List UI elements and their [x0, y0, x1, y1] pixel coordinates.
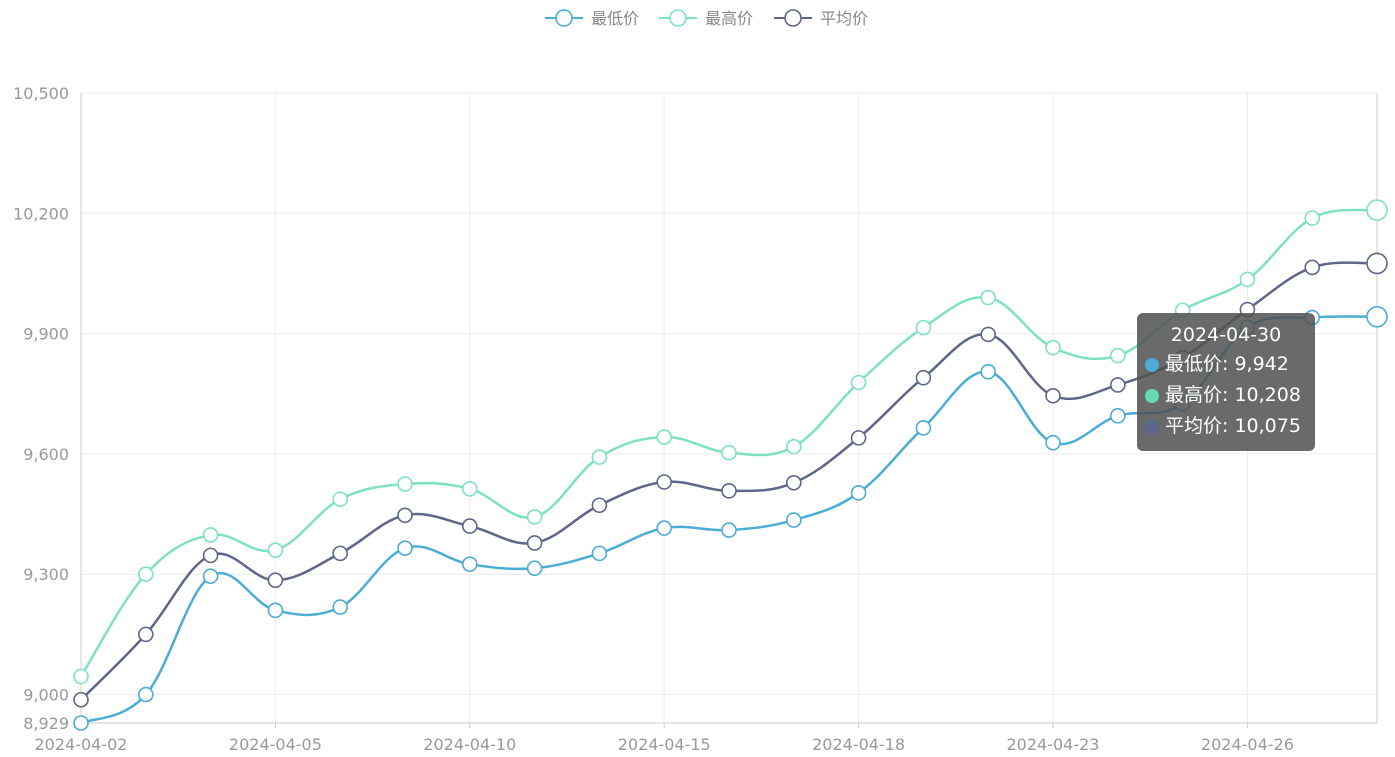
- data-point[interactable]: [332, 545, 349, 562]
- tooltip-row-min: 最低价: 9,942: [1145, 349, 1307, 380]
- legend-item-avg[interactable]: 平均价: [774, 9, 868, 28]
- data-point[interactable]: [397, 476, 413, 492]
- tooltip-title: 2024-04-30: [1170, 324, 1282, 346]
- data-point[interactable]: [1110, 347, 1126, 364]
- data-point[interactable]: [980, 289, 997, 306]
- y-tick-label: 10,500: [13, 84, 69, 103]
- data-point[interactable]: [526, 509, 543, 525]
- data-point[interactable]: [785, 474, 802, 491]
- data-point[interactable]: [1304, 259, 1320, 276]
- x-tick-label: 2024-04-05: [229, 735, 322, 754]
- y-tick-label: 10,200: [13, 204, 69, 223]
- tooltip-label-avg: 平均价: 10,075: [1165, 415, 1301, 437]
- data-point[interactable]: [656, 429, 673, 445]
- data-point[interactable]: [332, 599, 349, 615]
- data-point[interactable]: [1239, 271, 1256, 288]
- data-point[interactable]: [1366, 199, 1388, 221]
- data-point[interactable]: [202, 527, 219, 543]
- data-point[interactable]: [591, 497, 608, 514]
- data-point[interactable]: [526, 535, 543, 551]
- data-point[interactable]: [138, 626, 154, 643]
- data-point[interactable]: [1045, 434, 1061, 451]
- data-point[interactable]: [980, 363, 997, 380]
- tooltip: 2024-04-30 最低价: 9,942 最高价: 10,208 平均价: 1…: [1137, 313, 1315, 451]
- data-point[interactable]: [850, 485, 867, 501]
- data-point[interactable]: [721, 483, 737, 499]
- data-point[interactable]: [980, 326, 997, 343]
- data-point[interactable]: [591, 545, 608, 562]
- data-point[interactable]: [267, 542, 284, 558]
- x-tick-label: 2024-04-23: [1007, 735, 1100, 754]
- data-point[interactable]: [138, 686, 154, 703]
- data-point[interactable]: [1110, 377, 1126, 393]
- legend-label: 平均价: [820, 9, 868, 28]
- data-point[interactable]: [1366, 252, 1388, 275]
- data-point[interactable]: [202, 547, 219, 564]
- data-point[interactable]: [915, 420, 932, 436]
- x-tick-label: 2024-04-02: [35, 735, 128, 754]
- legend-marker: [555, 9, 573, 27]
- grid-lines: [81, 92, 1378, 723]
- data-point[interactable]: [915, 369, 932, 386]
- data-point[interactable]: [138, 566, 154, 583]
- data-point[interactable]: [1304, 210, 1320, 226]
- x-tick-label: 2024-04-15: [618, 735, 711, 754]
- data-point[interactable]: [397, 507, 413, 524]
- data-point[interactable]: [461, 556, 478, 572]
- data-point[interactable]: [850, 374, 867, 391]
- legend-label: 最低价: [591, 9, 639, 28]
- legend-item-max[interactable]: 最高价: [659, 9, 753, 28]
- y-tick-label: 9,300: [23, 565, 69, 584]
- data-point[interactable]: [73, 715, 89, 731]
- data-point[interactable]: [1366, 305, 1388, 328]
- tooltip-label-min: 最低价: 9,942: [1165, 353, 1289, 375]
- tooltip-dot-max: [1145, 388, 1159, 403]
- legend[interactable]: 最低价 最高价 平均价: [545, 9, 868, 28]
- legend-item-min[interactable]: 最低价: [545, 9, 639, 28]
- y-tick-label: 9,900: [23, 325, 69, 344]
- data-point[interactable]: [267, 572, 284, 589]
- tooltip-row-max: 最高价: 10,208: [1145, 380, 1307, 411]
- data-point[interactable]: [73, 691, 89, 708]
- data-point[interactable]: [1045, 387, 1061, 404]
- y-tick-label: 9,000: [23, 686, 69, 705]
- data-point[interactable]: [656, 520, 673, 536]
- data-point[interactable]: [202, 568, 219, 585]
- series-max: [73, 199, 1388, 685]
- y-tick-label: 8,929: [23, 714, 69, 733]
- legend-label: 最高价: [705, 9, 753, 28]
- data-point[interactable]: [785, 512, 802, 528]
- legend-marker: [784, 9, 802, 27]
- data-point[interactable]: [850, 430, 867, 446]
- tooltip-label-max: 最高价: 10,208: [1165, 384, 1301, 406]
- tooltip-row-avg: 平均价: 10,075: [1145, 411, 1307, 442]
- data-point[interactable]: [721, 522, 737, 538]
- data-point[interactable]: [1045, 339, 1061, 356]
- data-point[interactable]: [785, 438, 802, 455]
- data-point[interactable]: [721, 444, 737, 461]
- data-point[interactable]: [267, 602, 284, 619]
- data-point[interactable]: [915, 319, 932, 336]
- tooltip-dot-avg: [1145, 419, 1159, 434]
- series-group: [73, 199, 1388, 731]
- data-point[interactable]: [73, 668, 89, 685]
- x-tick-label: 2024-04-18: [812, 735, 905, 754]
- data-point[interactable]: [591, 449, 608, 465]
- x-tick-label: 2024-04-10: [423, 735, 516, 754]
- data-point[interactable]: [526, 560, 543, 577]
- data-point[interactable]: [397, 540, 413, 556]
- x-tick-label: 2024-04-26: [1201, 735, 1294, 754]
- data-point[interactable]: [461, 481, 478, 497]
- data-point[interactable]: [656, 474, 673, 490]
- data-point[interactable]: [461, 518, 478, 534]
- y-tick-label: 9,600: [23, 445, 69, 464]
- data-point[interactable]: [1110, 408, 1126, 424]
- legend-marker: [669, 9, 687, 27]
- tooltip-dot-min: [1145, 357, 1159, 372]
- data-point[interactable]: [332, 491, 349, 508]
- axes: 8,929 9,000 9,300 9,600 9,900 10,200 10,500 202…: [13, 84, 1377, 754]
